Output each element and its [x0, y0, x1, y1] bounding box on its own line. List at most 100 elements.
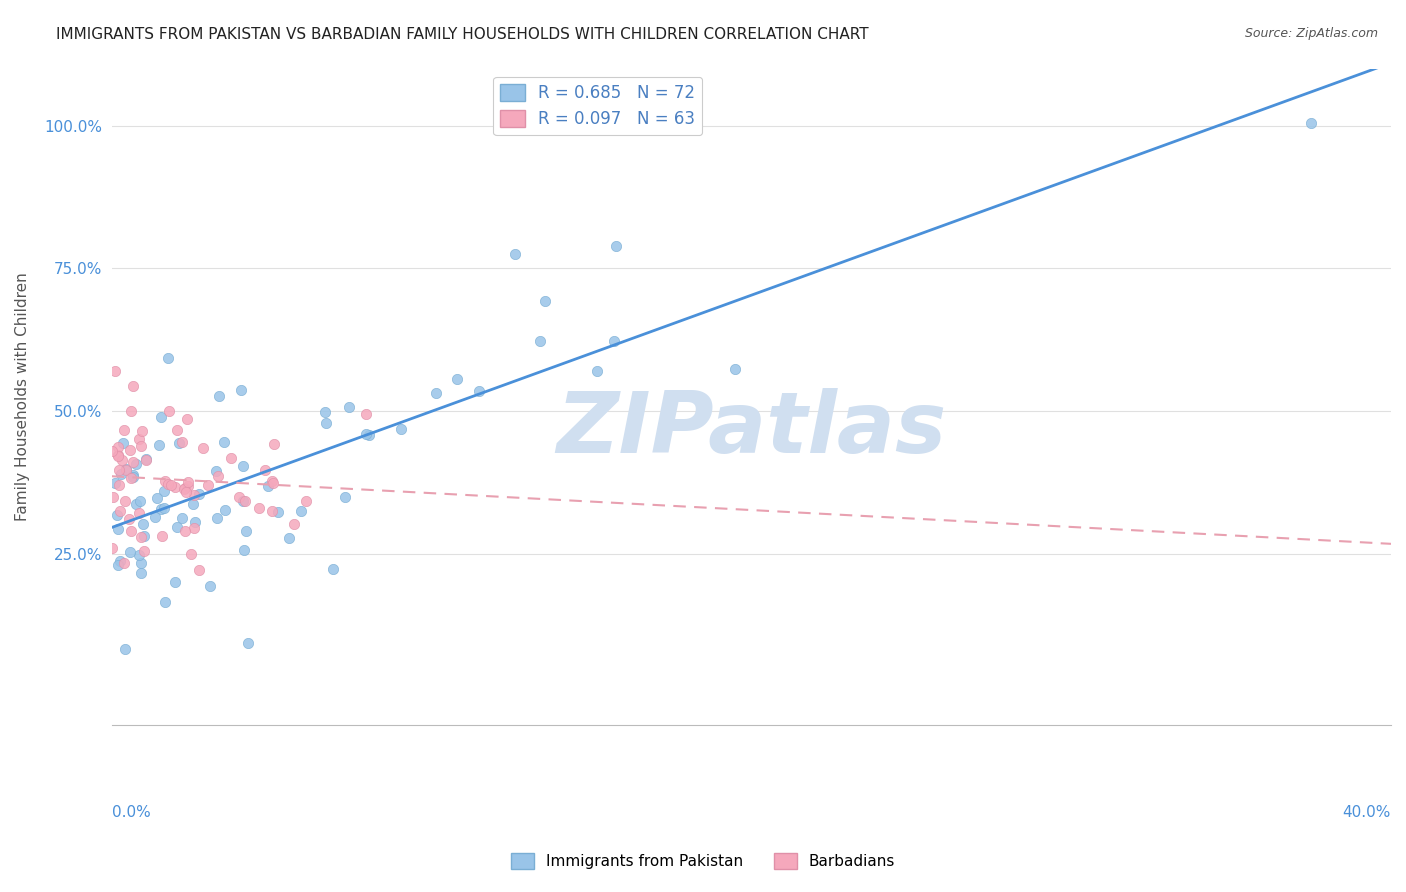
Immigrants from Pakistan: [357, 428, 380, 442]
Immigrants from Pakistan: [129, 566, 152, 581]
Immigrants from Pakistan: [114, 642, 136, 657]
Immigrants from Pakistan: [277, 531, 299, 545]
Immigrants from Pakistan: [229, 384, 252, 398]
Immigrants from Pakistan: [184, 515, 207, 529]
Barbadians: [114, 494, 136, 508]
Immigrants from Pakistan: [529, 334, 551, 348]
Immigrants from Pakistan: [235, 524, 257, 538]
Barbadians: [101, 490, 124, 504]
Barbadians: [260, 474, 283, 488]
Barbadians: [191, 441, 214, 455]
Text: IMMIGRANTS FROM PAKISTAN VS BARBADIAN FAMILY HOUSEHOLDS WITH CHILDREN CORRELATIO: IMMIGRANTS FROM PAKISTAN VS BARBADIAN FA…: [56, 27, 869, 42]
Barbadians: [107, 448, 129, 462]
Immigrants from Pakistan: [198, 579, 221, 593]
Barbadians: [233, 493, 256, 508]
Barbadians: [260, 504, 283, 518]
Barbadians: [173, 482, 195, 496]
Immigrants from Pakistan: [204, 464, 226, 478]
Barbadians: [159, 478, 181, 492]
Barbadians: [121, 455, 143, 469]
Barbadians: [120, 471, 142, 485]
Barbadians: [174, 524, 197, 538]
Barbadians: [107, 440, 129, 454]
Barbadians: [120, 524, 142, 538]
Immigrants from Pakistan: [232, 494, 254, 508]
Immigrants from Pakistan: [110, 554, 132, 568]
Immigrants from Pakistan: [232, 543, 254, 558]
Barbadians: [111, 452, 134, 467]
Immigrants from Pakistan: [446, 371, 468, 385]
Immigrants from Pakistan: [132, 516, 155, 531]
Barbadians: [176, 479, 198, 493]
Barbadians: [101, 541, 124, 556]
Barbadians: [115, 463, 138, 477]
Immigrants from Pakistan: [120, 545, 142, 559]
Barbadians: [118, 512, 141, 526]
Barbadians: [219, 450, 242, 465]
Immigrants from Pakistan: [389, 422, 412, 436]
Immigrants from Pakistan: [208, 389, 231, 403]
Barbadians: [108, 477, 131, 491]
Barbadians: [128, 506, 150, 520]
Immigrants from Pakistan: [129, 493, 152, 508]
Immigrants from Pakistan: [290, 503, 312, 517]
Barbadians: [228, 490, 250, 504]
Immigrants from Pakistan: [107, 558, 129, 572]
Immigrants from Pakistan: [104, 476, 127, 491]
Immigrants from Pakistan: [214, 503, 236, 517]
Immigrants from Pakistan: [167, 436, 190, 450]
Barbadians: [177, 475, 200, 489]
Immigrants from Pakistan: [314, 405, 336, 419]
Immigrants from Pakistan: [207, 511, 229, 525]
Barbadians: [108, 504, 131, 518]
Immigrants from Pakistan: [135, 451, 157, 466]
Immigrants from Pakistan: [115, 461, 138, 475]
Barbadians: [254, 463, 277, 477]
Immigrants from Pakistan: [155, 594, 177, 608]
Immigrants from Pakistan: [153, 500, 176, 515]
Immigrants from Pakistan: [232, 458, 254, 473]
Barbadians: [295, 494, 318, 508]
Barbadians: [283, 516, 305, 531]
Immigrants from Pakistan: [212, 435, 235, 450]
Immigrants from Pakistan: [315, 416, 337, 430]
Legend: Immigrants from Pakistan, Barbadians: Immigrants from Pakistan, Barbadians: [505, 847, 901, 875]
Immigrants from Pakistan: [105, 508, 128, 522]
Immigrants from Pakistan: [605, 239, 627, 253]
Barbadians: [122, 378, 145, 392]
Immigrants from Pakistan: [122, 470, 145, 484]
Immigrants from Pakistan: [128, 549, 150, 563]
Immigrants from Pakistan: [132, 529, 155, 543]
Immigrants from Pakistan: [724, 362, 747, 376]
Barbadians: [129, 530, 152, 544]
Immigrants from Pakistan: [585, 364, 607, 378]
Y-axis label: Family Households with Children: Family Households with Children: [15, 272, 30, 521]
Immigrants from Pakistan: [1299, 116, 1322, 130]
Immigrants from Pakistan: [125, 458, 148, 472]
Immigrants from Pakistan: [257, 479, 280, 493]
Barbadians: [112, 556, 135, 570]
Text: ZIPatlas: ZIPatlas: [557, 388, 946, 471]
Barbadians: [166, 423, 188, 437]
Immigrants from Pakistan: [125, 498, 148, 512]
Barbadians: [183, 488, 205, 502]
Barbadians: [183, 521, 205, 535]
Immigrants from Pakistan: [111, 436, 134, 450]
Immigrants from Pakistan: [333, 490, 356, 504]
Barbadians: [262, 476, 284, 491]
Immigrants from Pakistan: [534, 294, 557, 309]
Barbadians: [135, 452, 157, 467]
Immigrants from Pakistan: [146, 491, 169, 505]
Immigrants from Pakistan: [172, 511, 194, 525]
Immigrants from Pakistan: [339, 400, 361, 414]
Immigrants from Pakistan: [153, 484, 176, 499]
Immigrants from Pakistan: [603, 334, 626, 348]
Immigrants from Pakistan: [188, 487, 211, 501]
Immigrants from Pakistan: [467, 384, 489, 398]
Barbadians: [188, 563, 211, 577]
Barbadians: [107, 463, 129, 477]
Barbadians: [118, 442, 141, 457]
Immigrants from Pakistan: [165, 575, 187, 590]
Immigrants from Pakistan: [322, 562, 344, 576]
Immigrants from Pakistan: [505, 246, 527, 260]
